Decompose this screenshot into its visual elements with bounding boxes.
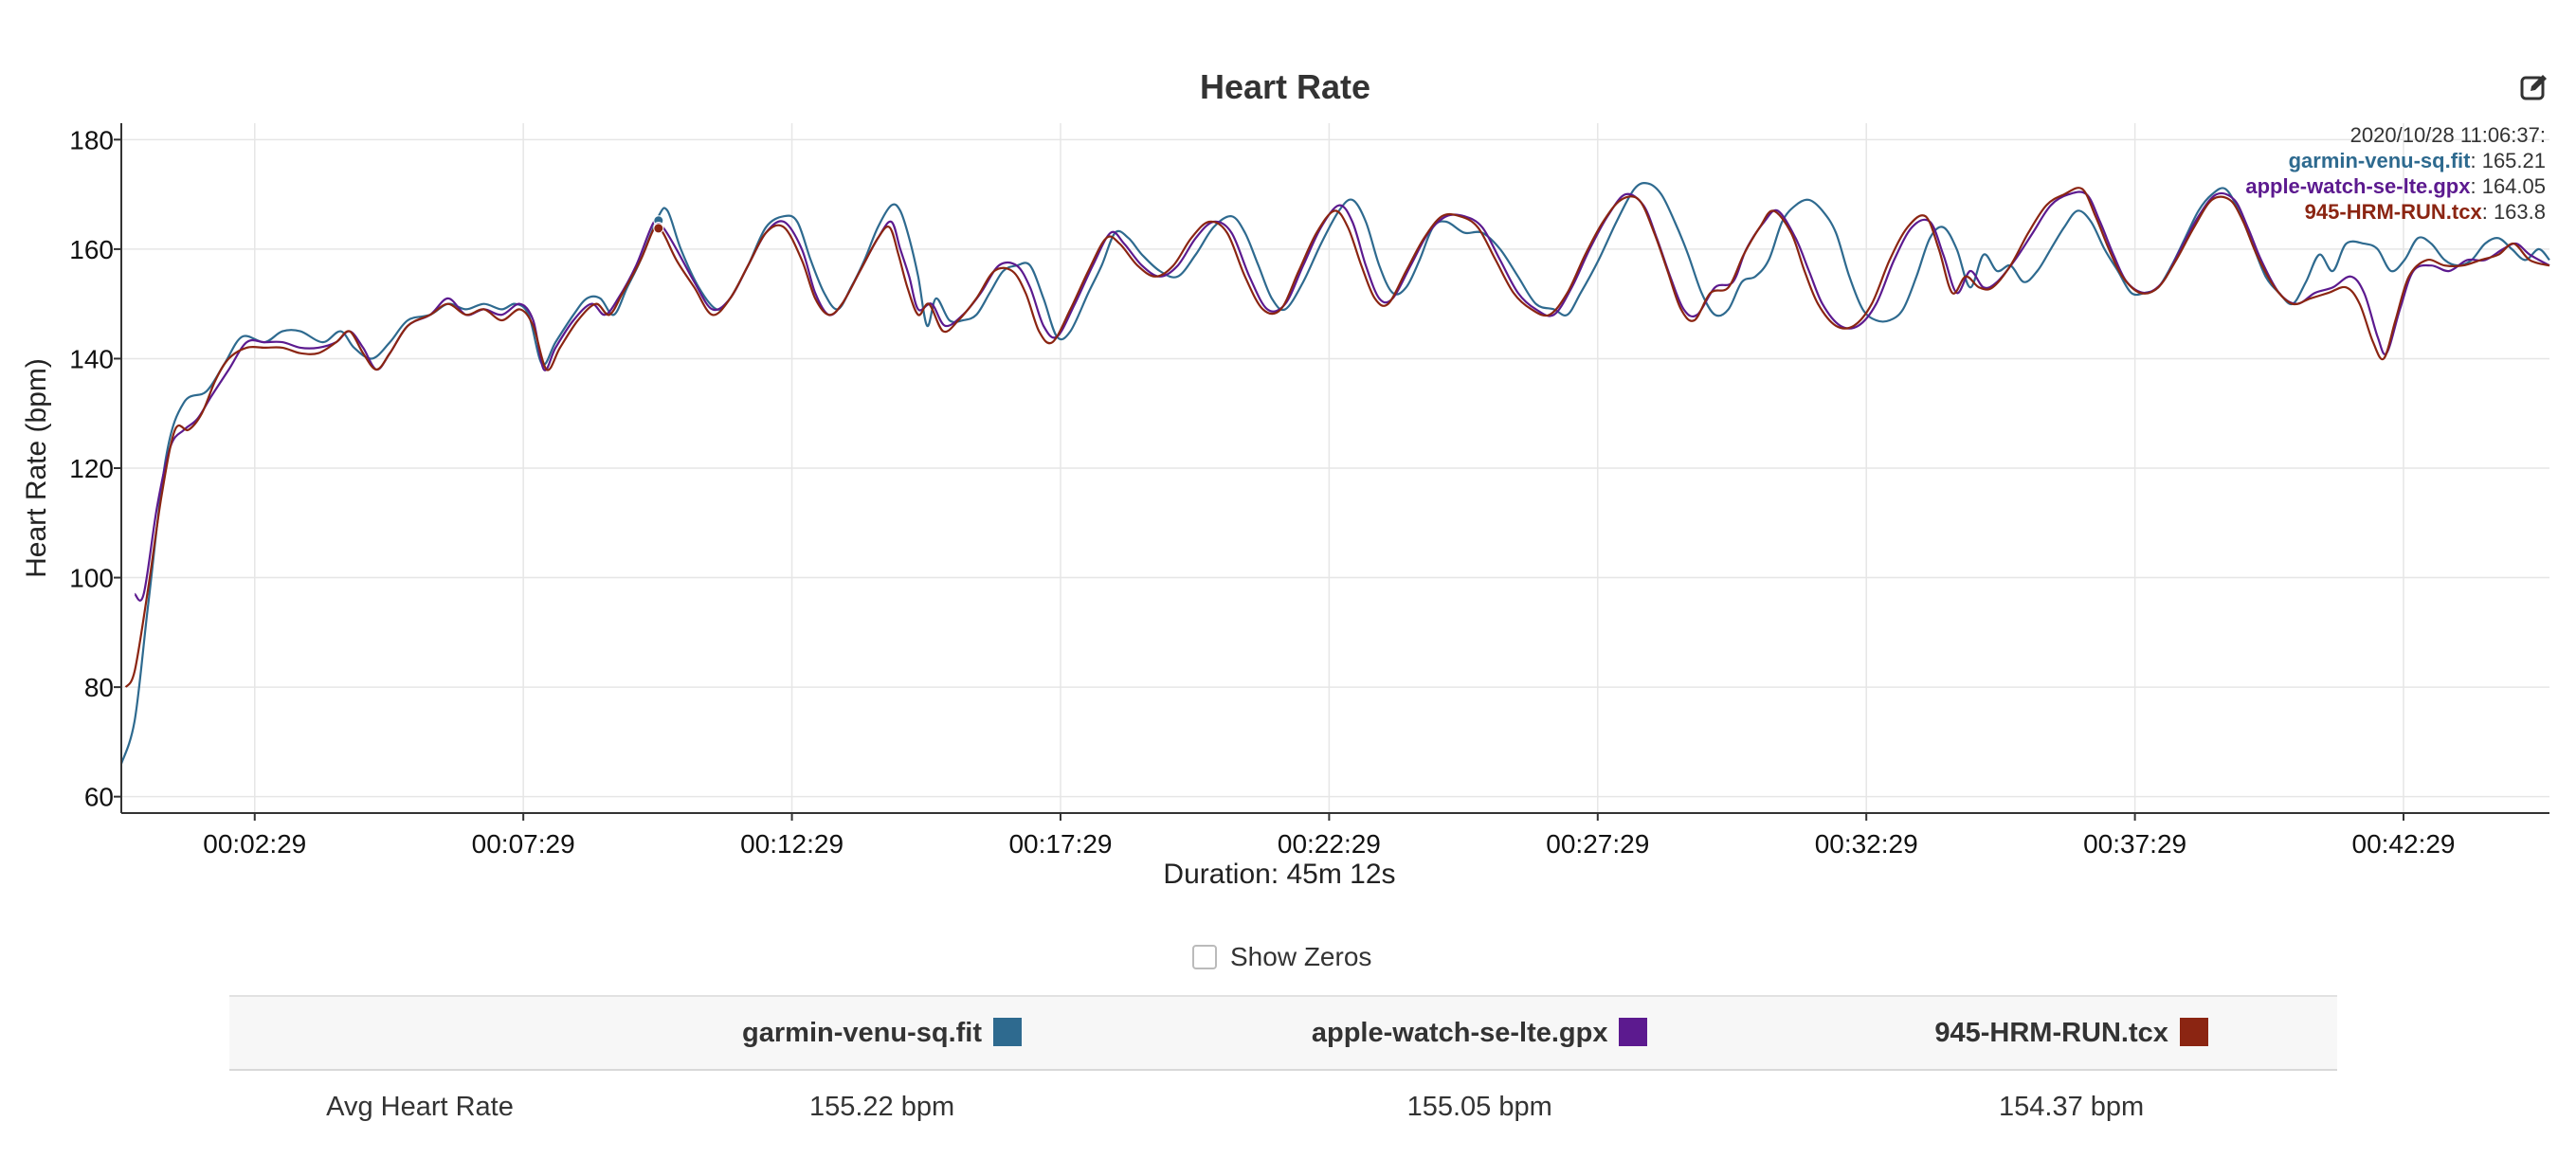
tooltip-series-name: garmin-venu-sq.fit bbox=[2289, 149, 2472, 172]
tooltip-header: 2020/10/28 11:06:37: bbox=[2350, 123, 2546, 147]
series-line-3[interactable] bbox=[124, 187, 2550, 688]
stats-table: garmin-venu-sq.fit apple-watch-se-lte.gp… bbox=[229, 995, 2337, 1143]
x-tick-label: 00:22:29 bbox=[1278, 829, 1381, 859]
x-axis-label: Duration: 45m 12s bbox=[1163, 859, 1395, 890]
x-tick-label: 00:02:29 bbox=[203, 829, 306, 859]
x-tick-label: 00:37:29 bbox=[2083, 829, 2186, 859]
x-tick-label: 00:27:29 bbox=[1546, 829, 1649, 859]
x-tick-label: 00:32:29 bbox=[1815, 829, 1918, 859]
stats-header-row: garmin-venu-sq.fit apple-watch-se-lte.gp… bbox=[229, 995, 2337, 1071]
x-tick-label: 00:12:29 bbox=[740, 829, 844, 859]
series-color-swatch bbox=[2179, 1017, 2208, 1046]
stat-value: 154.37 bpm bbox=[1999, 1091, 2145, 1122]
series-line-2[interactable] bbox=[134, 190, 2550, 602]
stat-value: 155.22 bpm bbox=[808, 1091, 955, 1122]
chart-title: Heart Rate bbox=[1200, 67, 1370, 106]
stats-column-header: 945-HRM-RUN.tcx bbox=[1805, 995, 2337, 1071]
tooltip-series-name: 945-HRM-RUN.tcx bbox=[2305, 200, 2483, 224]
tooltip-series-value: : 165.21 bbox=[2470, 149, 2546, 172]
tooltip-series-name: apple-watch-se-lte.gpx bbox=[2245, 174, 2471, 198]
y-tick-label: 100 bbox=[69, 564, 114, 593]
x-tick-label: 00:17:29 bbox=[1008, 829, 1112, 859]
y-tick-label: 160 bbox=[69, 235, 114, 264]
y-axis-ticks: 60 80 100 120 140 160 180 bbox=[69, 125, 121, 812]
stats-column-header: garmin-venu-sq.fit bbox=[610, 995, 1154, 1071]
column-header-label: apple-watch-se-lte.gpx bbox=[1311, 1017, 1608, 1048]
series-color-swatch bbox=[993, 1017, 1023, 1046]
y-axis-label: Heart Rate (bpm) bbox=[21, 358, 52, 578]
stat-value: 155.05 bpm bbox=[1406, 1091, 1552, 1122]
grid-lines bbox=[121, 123, 2549, 813]
show-zeros-checkbox[interactable] bbox=[1192, 945, 1217, 969]
hover-markers bbox=[653, 215, 664, 234]
x-axis-ticks: 00:02:29 00:07:29 00:12:29 00:17:29 00:22:29… bbox=[203, 813, 2456, 859]
series-line-1[interactable] bbox=[119, 182, 2550, 765]
edit-icon[interactable] bbox=[2519, 72, 2549, 102]
table-row: Avg Heart Rate 155.22 bpm 155.05 bpm 154… bbox=[229, 1070, 2337, 1143]
y-tick-label: 180 bbox=[69, 125, 114, 154]
stats-column-header: apple-watch-se-lte.gpx bbox=[1153, 995, 1806, 1071]
x-tick-label: 00:07:29 bbox=[472, 829, 575, 859]
tooltip: 2020/10/28 11:06:37: garmin-venu-sq.fit:… bbox=[2245, 123, 2546, 224]
tooltip-series-value: : 163.8 bbox=[2482, 200, 2546, 224]
y-tick-label: 80 bbox=[84, 673, 114, 702]
x-tick-label: 00:42:29 bbox=[2352, 829, 2456, 859]
row-label: Avg Heart Rate bbox=[326, 1091, 514, 1122]
y-tick-label: 60 bbox=[84, 783, 114, 812]
series-color-swatch bbox=[1619, 1017, 1648, 1046]
show-zeros-label[interactable]: Show Zeros bbox=[1230, 942, 1372, 971]
column-header-label: garmin-venu-sq.fit bbox=[742, 1017, 983, 1048]
series-lines[interactable] bbox=[119, 182, 2550, 765]
tooltip-entry: 945-HRM-RUN.tcx: 163.8 bbox=[2305, 200, 2546, 224]
column-header-label: 945-HRM-RUN.tcx bbox=[1934, 1017, 2168, 1048]
hover-point-marker bbox=[653, 223, 664, 234]
tooltip-entry: apple-watch-se-lte.gpx: 164.05 bbox=[2245, 174, 2546, 198]
y-tick-label: 120 bbox=[69, 454, 114, 483]
tooltip-entry: garmin-venu-sq.fit: 165.21 bbox=[2289, 149, 2546, 172]
y-tick-label: 140 bbox=[69, 344, 114, 373]
show-zeros-control[interactable]: Show Zeros bbox=[1192, 942, 1371, 972]
stats-corner-cell bbox=[229, 995, 610, 1071]
tooltip-series-value: : 164.05 bbox=[2470, 174, 2546, 198]
